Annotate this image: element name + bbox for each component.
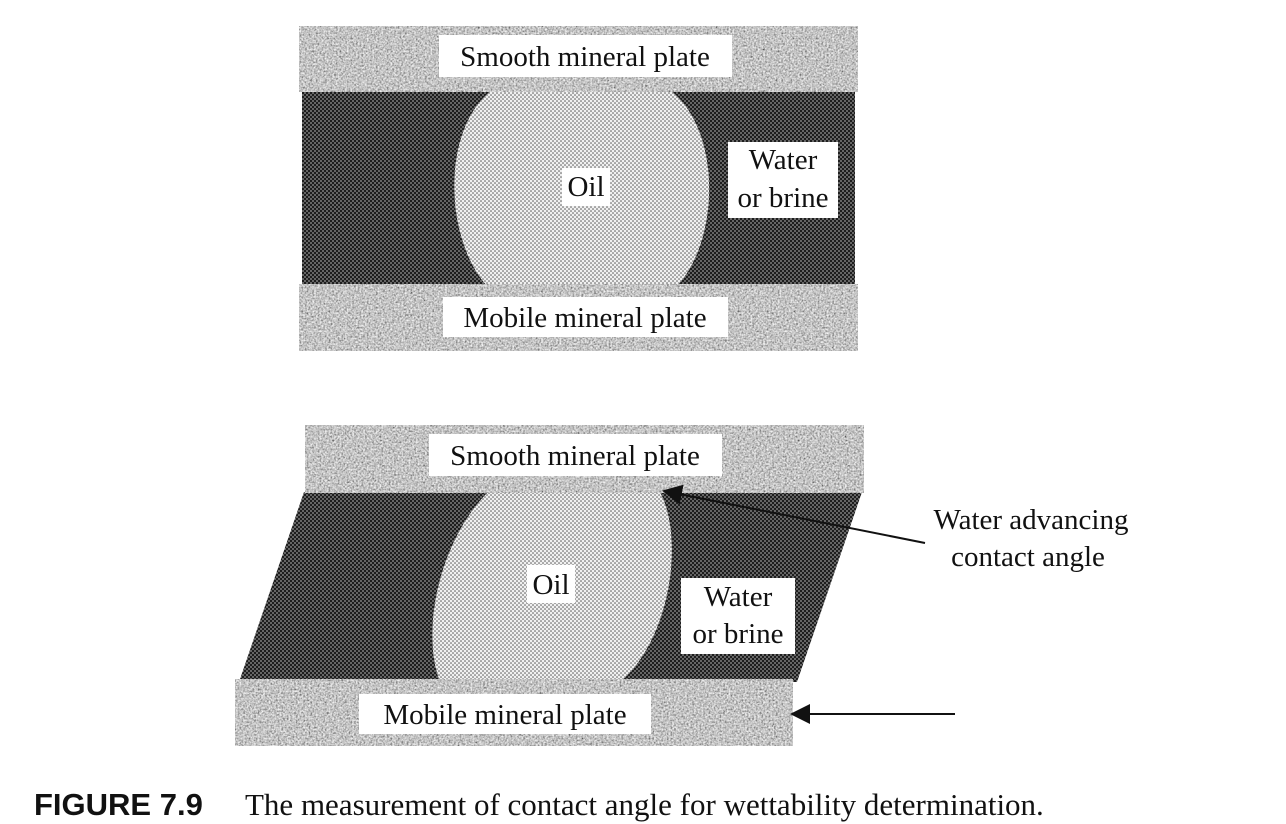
caption-number: FIGURE 7.9: [34, 787, 203, 822]
water-label-line2: or brine: [693, 618, 784, 650]
annotation-line2: contact angle: [951, 541, 1105, 573]
oil-label: Oil: [532, 569, 569, 601]
water-label-line1: Water: [704, 581, 773, 613]
bottom-plate-label: Mobile mineral plate: [463, 302, 706, 334]
contact-angle-arrow: [662, 484, 926, 544]
annotation-line1: Water advancing: [934, 504, 1129, 536]
diagram-bottom: Smooth mineral plate Oil Water or brine …: [235, 425, 1128, 746]
caption-text: The measurement of contact angle for wet…: [245, 787, 1044, 822]
top-plate-label: Smooth mineral plate: [450, 440, 700, 472]
figure-caption: FIGURE 7.9 The measurement of contact an…: [34, 787, 1044, 822]
oil-label: Oil: [567, 171, 604, 203]
water-label-line1: Water: [749, 144, 818, 176]
water-label-line2: or brine: [738, 182, 829, 214]
top-plate-label: Smooth mineral plate: [460, 41, 710, 73]
bottom-plate-label: Mobile mineral plate: [383, 699, 626, 731]
diagram-top: Smooth mineral plate Oil Water or brine …: [299, 26, 858, 351]
